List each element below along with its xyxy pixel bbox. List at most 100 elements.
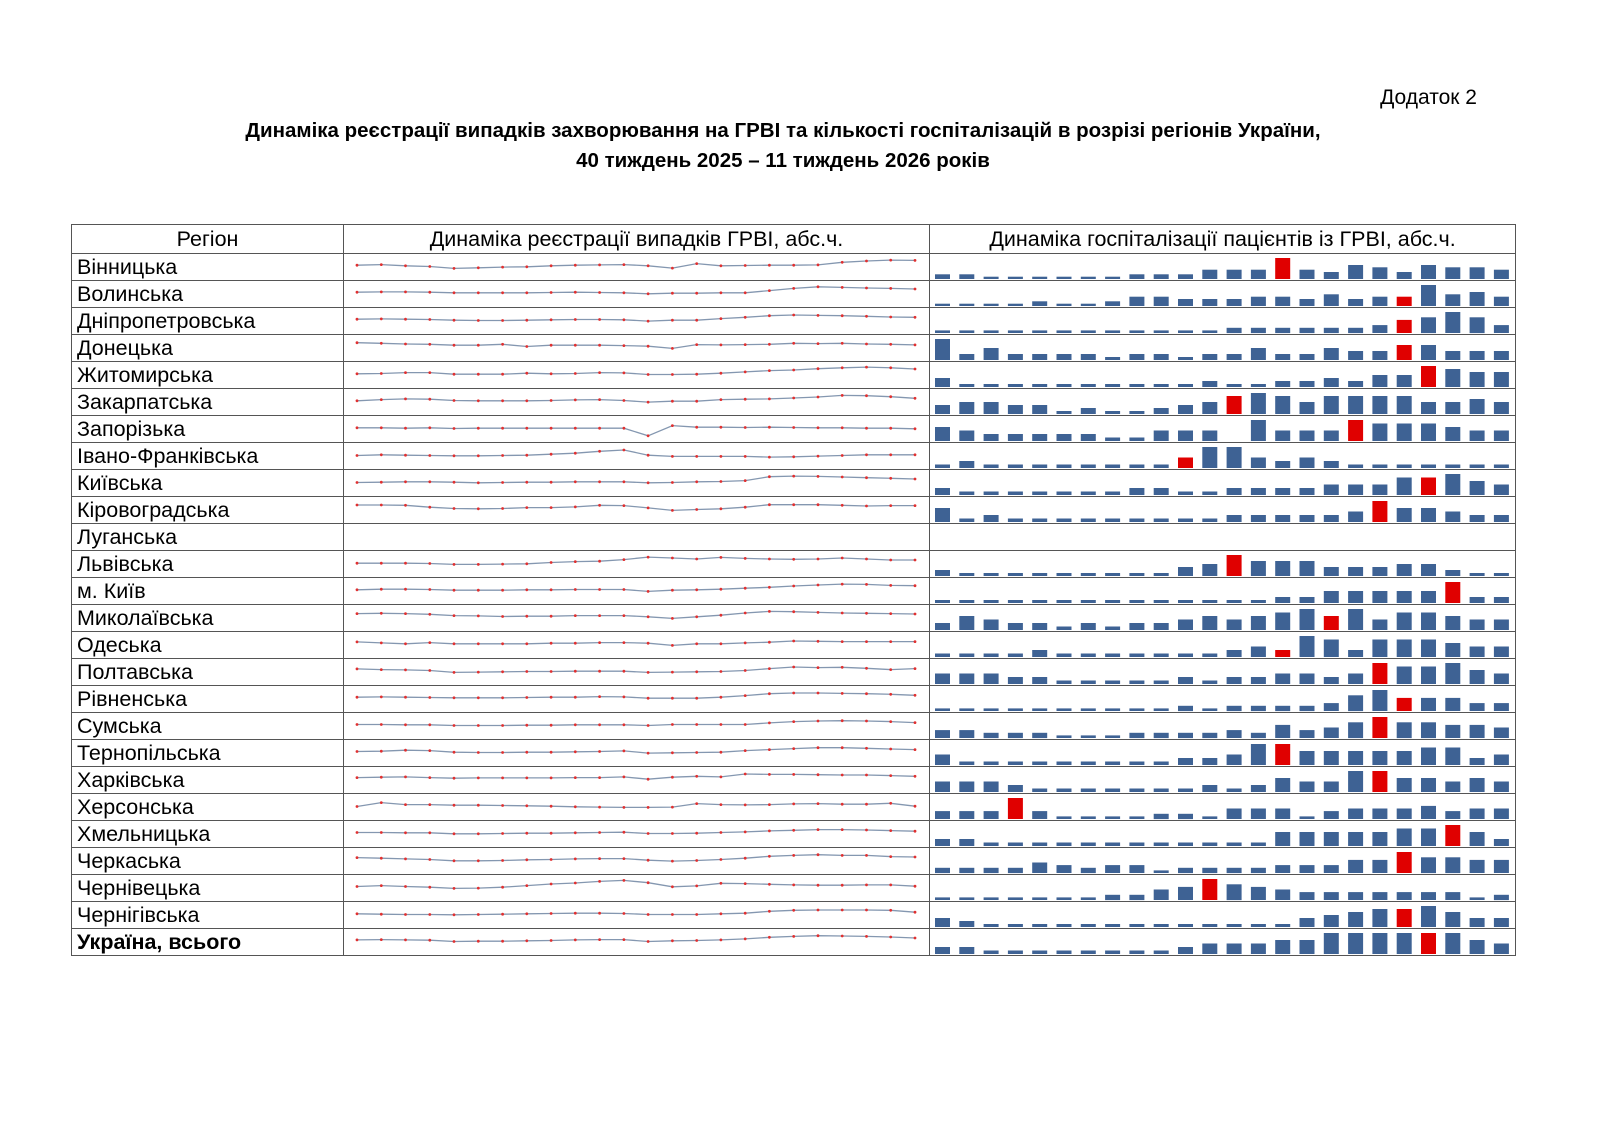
hosp-bar (983, 330, 999, 333)
hosp-bar (1056, 653, 1072, 657)
cases-point (573, 318, 577, 321)
cases-point (719, 881, 723, 885)
cases-point (646, 292, 650, 296)
cases-point (865, 692, 868, 696)
cases-point (889, 584, 893, 587)
cases-point (671, 399, 674, 403)
cases-point (743, 291, 747, 295)
cases-point (476, 372, 480, 376)
hosp-bar (1007, 330, 1023, 333)
hosp-bar (1178, 430, 1193, 441)
cases-point (355, 588, 359, 592)
hosp-bar (1250, 348, 1266, 360)
hosp-bar (935, 897, 950, 900)
cases-point (428, 776, 432, 779)
hosp-bar (1493, 703, 1509, 711)
cases-point (695, 642, 699, 646)
hosp-bar (1299, 561, 1315, 576)
cases-point (428, 696, 432, 699)
cases-point (573, 805, 577, 809)
hosp-bar (1396, 751, 1412, 765)
cases-point (404, 371, 407, 374)
cases-point (768, 369, 771, 372)
cases-point (671, 859, 674, 863)
hosp-bar (1469, 670, 1485, 684)
hosp-bar (1348, 299, 1364, 306)
cases-point (671, 913, 674, 916)
cases-point (549, 426, 553, 430)
cases-point (355, 640, 359, 644)
region-name: Сумська (71, 712, 344, 740)
cases-point (428, 318, 432, 321)
cases-point (355, 750, 359, 753)
hosp-bar (1348, 771, 1364, 792)
cases-point (525, 912, 529, 916)
cases-point (840, 556, 844, 560)
hosp-bar (1129, 865, 1145, 873)
hosp-bar (1129, 330, 1145, 333)
cases-point (743, 264, 747, 267)
hosp-bar (1178, 274, 1193, 279)
cases-point (549, 750, 553, 754)
cases-point (501, 588, 504, 592)
cases-point (452, 671, 456, 674)
region-name: Полтавська (71, 658, 344, 686)
cases-point (525, 670, 529, 673)
hosp-bar (1032, 862, 1048, 873)
cases-point (404, 723, 407, 727)
cases-point (355, 831, 359, 834)
region-name: Харківська (71, 766, 344, 794)
hospitalization-bars (935, 744, 1509, 765)
hosp-bar (1348, 609, 1364, 630)
cases-point (768, 748, 771, 751)
cases-point (913, 315, 917, 319)
cases-point (889, 504, 893, 507)
cases-point (743, 882, 747, 885)
cases-point (913, 829, 917, 833)
cases-point (428, 831, 432, 835)
hosp-bar (1056, 865, 1072, 873)
cases-point (719, 398, 723, 401)
cases-point (355, 426, 359, 430)
cases-point (379, 426, 383, 430)
cases-point (598, 723, 601, 727)
hosp-bar (1469, 267, 1485, 279)
cases-point (428, 342, 432, 346)
title-line-2: 40 тиждень 2025 – 11 тиждень 2026 років (576, 149, 990, 172)
hosp-bar (1032, 788, 1048, 792)
hosp-bar (1153, 708, 1169, 711)
cases-point (695, 723, 699, 726)
hosp-bar (1493, 894, 1509, 901)
cases-point (501, 912, 504, 916)
hosp-bar (1226, 600, 1242, 603)
hosp-bar (1299, 636, 1315, 657)
hosp-bar (1275, 597, 1291, 603)
hosp-bar-peak (1323, 616, 1339, 630)
cases-point (525, 831, 529, 835)
hosp-bar (1348, 351, 1364, 360)
region-name: Одеська (71, 631, 344, 659)
cases-point (743, 426, 747, 429)
cases-point (549, 804, 553, 808)
cases-point (501, 454, 504, 457)
hosp-bar (1032, 677, 1048, 684)
cases-point (549, 318, 553, 322)
cases-point (379, 641, 383, 645)
hosp-bar (1056, 708, 1072, 711)
cases-point (816, 611, 820, 614)
cases-point (379, 801, 383, 804)
hosp-bar (1056, 680, 1072, 684)
cases-line (356, 314, 916, 322)
cases-point (913, 804, 917, 808)
hosp-bar (1007, 405, 1023, 414)
cases-point (452, 454, 456, 458)
hosp-bar (1372, 892, 1388, 900)
cases-point (913, 343, 917, 347)
hosp-bar (1007, 842, 1023, 846)
cases-point (549, 776, 553, 780)
hosp-bar (1348, 808, 1364, 819)
cases-point (865, 583, 868, 586)
cases-point (452, 696, 456, 700)
cases-point (501, 724, 504, 727)
cases-point (598, 750, 601, 753)
